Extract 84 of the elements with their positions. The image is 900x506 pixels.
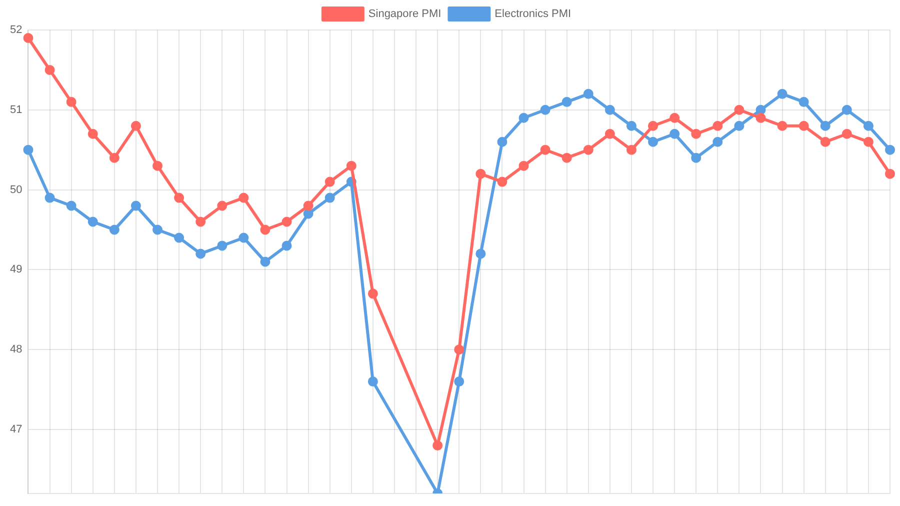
point <box>863 136 874 147</box>
point <box>670 128 680 139</box>
legend-label: Singapore PMI <box>368 8 442 20</box>
point <box>88 216 98 227</box>
point <box>303 200 314 211</box>
point <box>238 192 249 203</box>
point <box>712 120 723 131</box>
point <box>196 216 206 227</box>
point <box>798 120 809 131</box>
y-tick-label: 52 <box>10 24 22 36</box>
y-tick-label: 50 <box>10 184 22 196</box>
point <box>670 112 680 123</box>
point <box>648 120 658 131</box>
point <box>885 168 895 179</box>
point <box>777 88 788 99</box>
point <box>152 224 162 235</box>
point <box>691 128 702 139</box>
point <box>88 128 98 139</box>
point <box>476 168 486 179</box>
point <box>130 200 141 211</box>
point <box>174 192 184 203</box>
point <box>562 152 572 163</box>
point <box>282 240 292 251</box>
y-tick-label: 49 <box>10 264 22 276</box>
point <box>497 176 508 187</box>
point <box>454 344 464 355</box>
point <box>540 104 550 115</box>
point <box>777 120 788 131</box>
point <box>454 376 464 387</box>
point <box>66 96 76 107</box>
point <box>368 376 378 387</box>
point <box>798 96 809 107</box>
point <box>562 96 572 107</box>
point <box>691 152 702 163</box>
point <box>756 104 766 115</box>
point <box>23 144 34 155</box>
point <box>260 224 270 235</box>
point <box>174 232 184 243</box>
point <box>66 200 76 211</box>
point <box>476 248 486 259</box>
point <box>109 224 120 235</box>
point <box>109 152 120 163</box>
point <box>820 120 830 131</box>
point <box>734 120 744 131</box>
point <box>842 104 852 115</box>
point <box>626 144 636 155</box>
point <box>346 160 356 171</box>
point <box>863 120 874 131</box>
point <box>368 288 378 299</box>
point <box>734 104 744 115</box>
point <box>282 216 292 227</box>
point <box>152 160 162 171</box>
point <box>238 232 249 243</box>
point <box>432 440 443 450</box>
point <box>217 200 228 211</box>
point <box>44 64 55 75</box>
point <box>626 120 636 131</box>
point <box>842 128 852 139</box>
y-tick-label: 51 <box>10 104 22 116</box>
point <box>130 120 141 131</box>
point <box>540 144 550 155</box>
point <box>260 256 270 267</box>
point <box>756 112 766 123</box>
point <box>712 136 723 147</box>
point <box>648 136 658 147</box>
legend-label: Electronics PMI <box>494 8 572 20</box>
point <box>497 136 508 147</box>
point <box>820 136 830 147</box>
point <box>518 112 529 123</box>
point <box>518 160 529 171</box>
y-tick-label: 47 <box>10 424 22 436</box>
point <box>324 176 335 187</box>
point <box>583 144 594 155</box>
point <box>324 192 335 203</box>
point <box>217 240 228 251</box>
point <box>303 208 314 219</box>
point <box>44 192 55 203</box>
point <box>583 88 594 99</box>
y-tick-label: 48 <box>10 344 22 356</box>
point <box>885 144 895 155</box>
point <box>604 128 615 139</box>
point <box>604 104 615 115</box>
point <box>23 32 34 43</box>
point <box>196 248 206 259</box>
